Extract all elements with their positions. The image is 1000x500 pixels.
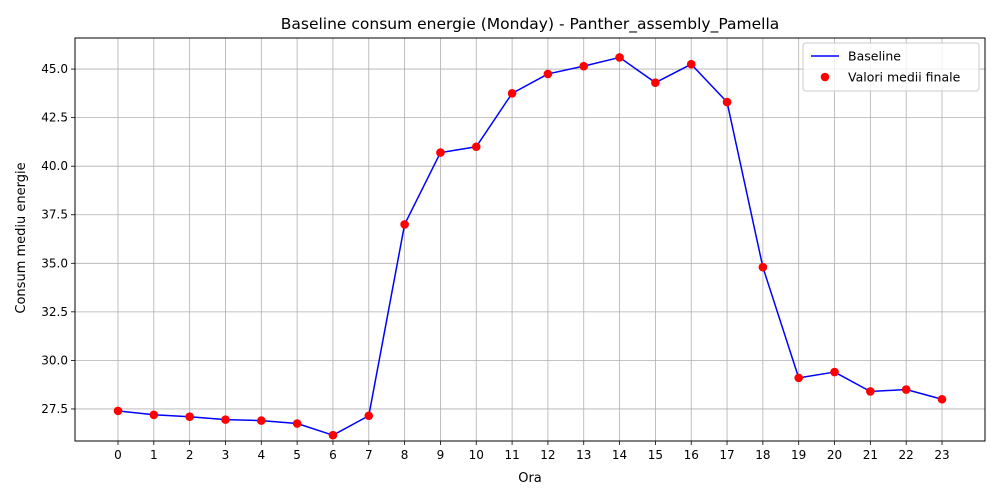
- y-tick-label: 30.0: [41, 353, 68, 367]
- y-axis-label: Consum mediu energie: [14, 162, 29, 313]
- data-point: [901, 385, 911, 394]
- data-point: [221, 415, 230, 424]
- y-tick-label: 42.5: [41, 111, 68, 125]
- data-point: [113, 406, 123, 416]
- y-tick-label: 40.0: [41, 159, 68, 173]
- data-point: [579, 61, 589, 71]
- data-point: [686, 59, 696, 69]
- data-point: [364, 411, 374, 421]
- y-axis-ticks: 27.5 30.0 32.5 35.0 37.5 40.0 42.5 45.0: [41, 62, 75, 416]
- x-tick-label: 5: [293, 448, 301, 462]
- data-point: [830, 367, 839, 377]
- x-tick-label: 0: [114, 448, 122, 462]
- x-tick-label: 10: [469, 448, 484, 462]
- baseline-series: [117, 56, 943, 436]
- data-point: [328, 430, 338, 440]
- x-tick-label: 6: [329, 448, 337, 462]
- data-point: [615, 53, 624, 62]
- x-tick-label: 22: [899, 448, 914, 462]
- x-tick-label: 19: [791, 448, 806, 462]
- x-tick-label: 7: [365, 448, 373, 462]
- data-point: [866, 387, 875, 396]
- legend-label-values: Valori medii finale: [848, 70, 961, 85]
- legend: Baseline Valori medii finale: [802, 42, 980, 92]
- chart-title: Baseline consum energie (Monday) - Panth…: [281, 15, 780, 34]
- data-point: [937, 394, 947, 404]
- x-tick-label: 4: [257, 448, 265, 462]
- data-point: [758, 262, 768, 272]
- y-tick-label: 45.0: [41, 62, 68, 76]
- x-tick-label: 16: [684, 448, 699, 462]
- data-point: [185, 412, 194, 422]
- x-tick-label: 14: [612, 448, 627, 462]
- x-tick-label: 12: [540, 448, 555, 462]
- x-tick-label: 2: [186, 448, 194, 462]
- data-point: [507, 89, 517, 98]
- y-tick-label: 27.5: [41, 402, 68, 416]
- x-axis-label: Ora: [518, 471, 542, 486]
- x-tick-label: 21: [863, 448, 878, 462]
- x-tick-label: 3: [222, 448, 230, 462]
- plot-frame: [74, 37, 986, 442]
- data-point: [651, 78, 660, 87]
- data-point: [292, 419, 302, 428]
- data-point: [400, 220, 409, 229]
- x-axis-ticks: 0 1 2 3 4 5 6 7 8 9 10 11 12 13 14 15 16 17 18 19 20 21 22 23: [114, 441, 950, 462]
- legend-label-baseline: Baseline: [848, 49, 901, 64]
- baseline-line: [117, 56, 943, 436]
- data-point: [794, 373, 804, 383]
- x-tick-label: 11: [504, 448, 519, 462]
- x-tick-label: 1: [150, 448, 158, 462]
- x-tick-label: 15: [648, 448, 663, 462]
- y-tick-label: 35.0: [41, 256, 68, 270]
- data-point: [543, 69, 553, 79]
- y-tick-label: 37.5: [41, 208, 68, 222]
- x-tick-label: 23: [934, 448, 949, 462]
- x-tick-label: 8: [401, 448, 409, 462]
- y-tick-label: 32.5: [41, 305, 68, 319]
- x-tick-label: 17: [719, 448, 734, 462]
- legend-point-swatch: [820, 72, 830, 82]
- legend-box: [802, 42, 980, 92]
- x-tick-label: 18: [755, 448, 770, 462]
- data-point: [471, 142, 481, 152]
- final-mean-values-series: [113, 53, 947, 440]
- data-point: [256, 416, 266, 425]
- grid-lines: [75, 38, 985, 441]
- x-tick-label: 13: [576, 448, 591, 462]
- x-tick-label: 20: [827, 448, 842, 462]
- data-point: [722, 97, 732, 107]
- data-point: [149, 410, 159, 420]
- x-tick-label: 9: [437, 448, 445, 462]
- data-point: [436, 148, 445, 157]
